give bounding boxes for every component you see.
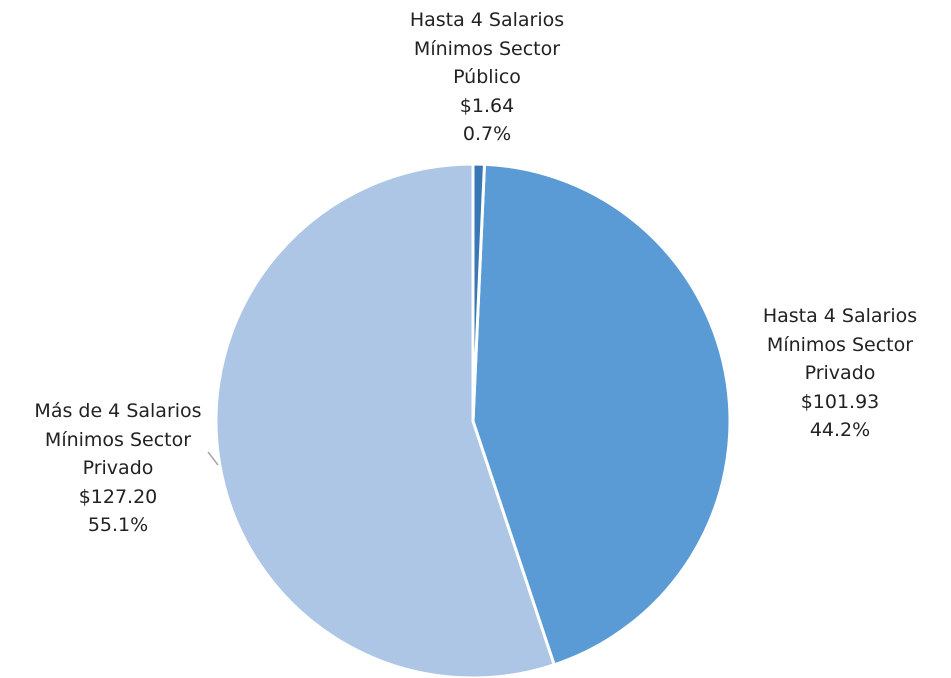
category-label: Hasta 4 Salarios Mínimos Sector Público xyxy=(409,9,565,88)
slice-label: Más de 4 Salarios Mínimos Sector Privado… xyxy=(18,397,218,540)
pie-slice xyxy=(471,162,732,667)
percentage-label: 44.2% xyxy=(809,419,871,441)
pie-slice xyxy=(471,162,487,422)
value-label: $127.20 xyxy=(78,485,158,508)
category-label: Hasta 4 Salarios Mínimos Sector Privado xyxy=(762,305,918,384)
percentage-label: 55.1% xyxy=(87,514,149,536)
percentage-label: 0.7% xyxy=(462,123,512,145)
value-label: $1.64 xyxy=(459,94,515,117)
slice-label: Hasta 4 Salarios Mínimos Sector Privado $… xyxy=(740,302,940,445)
slice-label: Hasta 4 Salarios Mínimos Sector Público $… xyxy=(397,6,577,149)
category-label: Más de 4 Salarios Mínimos Sector Privado xyxy=(34,400,202,479)
pie-slice xyxy=(214,162,557,678)
value-label: $101.93 xyxy=(800,390,880,413)
leader-line xyxy=(207,451,219,466)
